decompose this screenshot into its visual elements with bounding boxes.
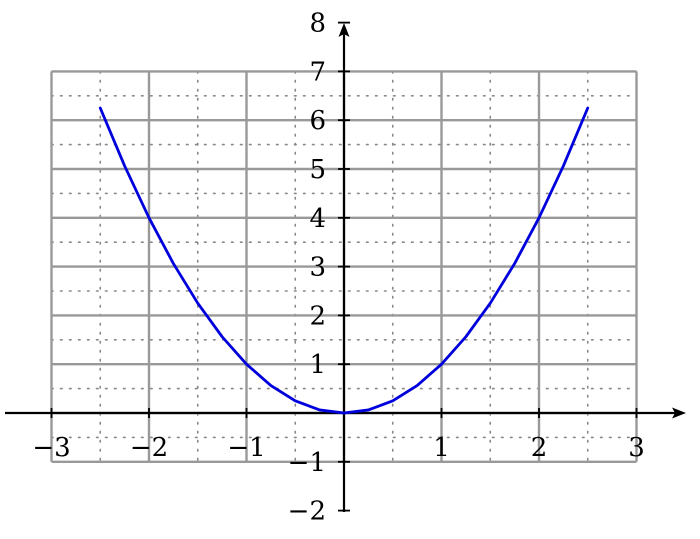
y-tick-label: 6 bbox=[309, 106, 326, 136]
y-tick-label: −2 bbox=[288, 497, 326, 527]
x-tick-label: −1 bbox=[227, 433, 265, 463]
x-tick-label: 3 bbox=[628, 433, 645, 463]
x-tick-label: 2 bbox=[531, 433, 548, 463]
y-tick-label: 8 bbox=[309, 9, 326, 39]
y-tick-label: 4 bbox=[309, 204, 326, 234]
x-tick-label: −3 bbox=[32, 433, 70, 463]
y-axis-arrow bbox=[338, 23, 350, 37]
x-axis-arrow bbox=[672, 407, 686, 419]
y-tick-label: 2 bbox=[309, 301, 326, 331]
y-tick-label: 5 bbox=[309, 155, 326, 185]
tick-labels: −3 −2 −1 1 2 3 −2 −1 1 2 3 4 5 6 7 8 bbox=[32, 9, 644, 527]
y-tick-label: 1 bbox=[309, 350, 326, 380]
series-layer bbox=[98, 106, 590, 415]
x-tick-label: 1 bbox=[433, 433, 450, 463]
series-line-0 bbox=[98, 106, 590, 415]
y-tick-label: 3 bbox=[309, 253, 326, 283]
y-tick-label: 7 bbox=[309, 57, 326, 87]
y-tick-label: −1 bbox=[288, 448, 326, 478]
x-tick-label: −2 bbox=[130, 433, 168, 463]
